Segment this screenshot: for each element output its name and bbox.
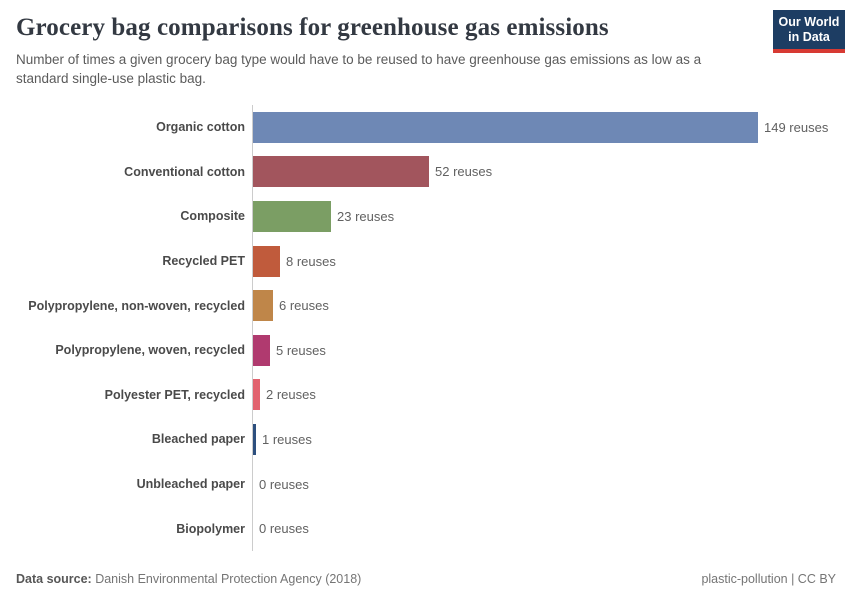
data-source-value: Danish Environmental Protection Agency (… xyxy=(91,572,362,586)
bar[interactable] xyxy=(253,423,256,455)
chart-row: Unbleached paper 0 reuses xyxy=(0,461,850,507)
chart-row: Polypropylene, woven, recycled 5 reuses xyxy=(0,327,850,373)
chart-row: Polyester PET, recycled 2 reuses xyxy=(0,372,850,418)
chart-row: Conventional cotton 52 reuses xyxy=(0,149,850,195)
category-label: Polypropylene, woven, recycled xyxy=(0,327,253,373)
category-label: Polyester PET, recycled xyxy=(0,372,253,418)
chart-header: Grocery bag comparisons for greenhouse g… xyxy=(16,14,834,88)
bar[interactable] xyxy=(253,245,280,277)
value-label: 5 reuses xyxy=(276,342,326,358)
value-label: 1 reuses xyxy=(262,431,312,447)
category-label: Composite xyxy=(0,194,253,239)
category-label: Biopolymer xyxy=(0,506,253,551)
category-label: Conventional cotton xyxy=(0,149,253,195)
category-label: Polypropylene, non-woven, recycled xyxy=(0,283,253,328)
bar[interactable] xyxy=(253,334,270,366)
chart-row: Composite 23 reuses xyxy=(0,194,850,239)
value-label: 149 reuses xyxy=(764,119,829,135)
value-label: 0 reuses xyxy=(259,476,309,492)
value-label: 6 reuses xyxy=(279,298,329,314)
chart-row: Recycled PET 8 reuses xyxy=(0,238,850,284)
value-label: 52 reuses xyxy=(435,164,493,180)
chart-title: Grocery bag comparisons for greenhouse g… xyxy=(16,14,609,41)
bar[interactable] xyxy=(253,156,429,188)
data-source: Data source: Danish Environmental Protec… xyxy=(16,572,361,586)
credit-link[interactable]: plastic-pollution | CC BY xyxy=(701,572,836,586)
bar[interactable] xyxy=(253,111,758,143)
chart-row: Organic cotton 149 reuses xyxy=(0,105,850,150)
bar[interactable] xyxy=(253,379,260,411)
value-label: 23 reuses xyxy=(337,208,395,224)
chart-row: Biopolymer 0 reuses xyxy=(0,506,850,551)
owid-logo-line1: Our World xyxy=(778,15,840,29)
category-label: Organic cotton xyxy=(0,105,253,150)
category-label: Bleached paper xyxy=(0,417,253,462)
owid-logo-line2: in Data xyxy=(788,30,830,44)
chart-row: Polypropylene, non-woven, recycled 6 reus… xyxy=(0,283,850,328)
chart-row: Bleached paper 1 reuses xyxy=(0,417,850,462)
category-label: Unbleached paper xyxy=(0,461,253,507)
value-label: 8 reuses xyxy=(286,253,336,269)
owid-logo-box: Our World in Data xyxy=(773,10,845,53)
data-source-label: Data source: xyxy=(16,572,92,586)
chart-subtitle: Number of times a given grocery bag type… xyxy=(16,52,702,86)
chart-footer: Data source: Danish Environmental Protec… xyxy=(16,572,836,586)
bar-chart: Organic cotton 149 reuses Conventional cot… xyxy=(0,105,850,551)
bar[interactable] xyxy=(253,200,331,232)
category-label: Recycled PET xyxy=(0,238,253,284)
value-label: 0 reuses xyxy=(259,521,309,537)
value-label: 2 reuses xyxy=(266,387,316,403)
bar[interactable] xyxy=(253,290,273,322)
owid-logo[interactable]: Our World in Data xyxy=(773,10,845,53)
